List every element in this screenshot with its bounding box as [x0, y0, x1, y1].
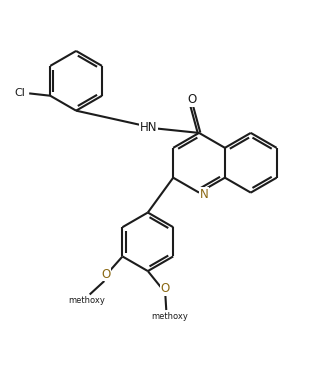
Text: N: N [200, 188, 209, 200]
Text: O: O [160, 282, 170, 295]
Text: O: O [101, 267, 111, 281]
Text: O: O [187, 93, 196, 106]
Text: methoxy: methoxy [68, 296, 105, 305]
Text: HN: HN [140, 122, 157, 134]
Text: methoxy: methoxy [151, 312, 188, 321]
Text: Cl: Cl [14, 88, 25, 98]
